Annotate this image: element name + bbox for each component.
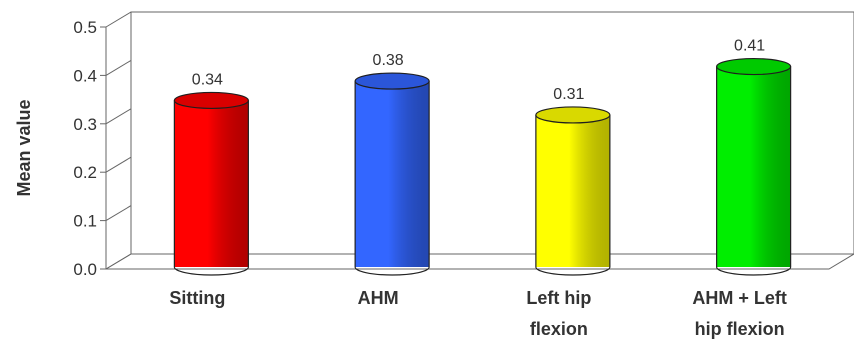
- bar: [716, 57, 792, 276]
- data-label: 0.34: [192, 71, 223, 88]
- y-axis-title: Mean value: [14, 99, 34, 196]
- y-tick-label: 0.3: [73, 115, 97, 134]
- bar-top-shade: [535, 106, 610, 123]
- bar: [354, 72, 430, 276]
- bar-shade: [355, 81, 430, 267]
- bar: [173, 91, 249, 276]
- bar-top-shade: [716, 58, 791, 75]
- bar-top: [716, 57, 792, 76]
- bar-top: [535, 106, 611, 124]
- bars: [173, 57, 792, 276]
- bar-outline: [716, 66, 792, 276]
- data-label: 0.31: [553, 86, 584, 103]
- labels: 0.34 Sitting 0.38 AHM 0.31 Left hip flexion 0.4…: [169, 38, 787, 339]
- data-label: 0.38: [373, 52, 404, 69]
- bar-shade: [535, 114, 610, 268]
- y-tick-label: 0.5: [73, 18, 97, 37]
- bar-top: [173, 91, 249, 110]
- y-tick-label: 0.4: [73, 66, 97, 85]
- bar-top-shade: [355, 73, 430, 90]
- bar-shade: [716, 66, 791, 267]
- bar-shade: [174, 100, 249, 267]
- y-tick-depth: [105, 59, 132, 76]
- y-tick-depth: [105, 156, 132, 173]
- bar-outline: [173, 100, 249, 276]
- bar: [535, 106, 611, 276]
- y-tick-label: 0.0: [73, 260, 97, 279]
- y-tick-depth: [105, 253, 132, 270]
- bar-top-shade: [174, 92, 249, 109]
- y-axis: 0.0 0.1 0.2 0.3 0.4 0.5: [73, 11, 132, 279]
- bar-outline: [535, 114, 611, 276]
- bar-top: [354, 72, 430, 90]
- x-tick-label: Sitting: [169, 288, 225, 308]
- y-tick-depth: [105, 11, 132, 28]
- data-label: 0.41: [734, 38, 765, 55]
- y-tick-depth: [105, 205, 132, 222]
- x-tick-label: AHM + Left hip flexion: [692, 288, 787, 339]
- y-tick-label: 0.1: [73, 212, 97, 231]
- bar-outline: [354, 81, 430, 276]
- x-tick-label: Left hip flexion: [526, 288, 591, 339]
- y-tick-label: 0.2: [73, 163, 97, 182]
- y-tick-depth: [105, 108, 132, 125]
- back-wall: [130, 11, 854, 254]
- x-tick-label: AHM: [358, 288, 399, 308]
